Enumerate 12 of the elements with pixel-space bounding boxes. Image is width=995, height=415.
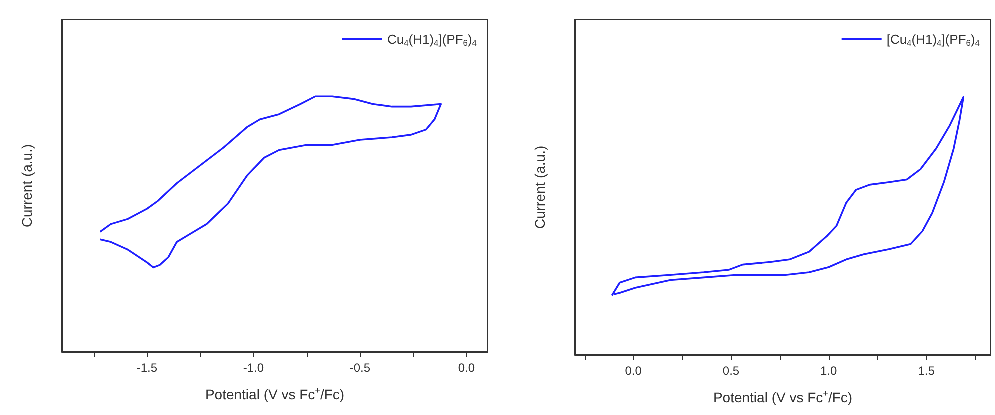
x-tick-label: 1.0 [820,364,838,378]
x-tick-label: -1.5 [136,361,158,375]
x-tick-label: 1.5 [918,364,936,378]
x-axis-title: Potential (V vs Fc+/Fc) [205,386,345,402]
x-tick-label: 0.0 [625,364,642,378]
x-tick-label: 0.5 [722,364,740,378]
x-tick-label: -0.5 [350,361,371,375]
x-axis-title: Potential (V vs Fc+/Fc) [713,388,853,406]
y-axis-title: Current (a.u.) [532,146,548,230]
x-tick-label: 0.0 [458,361,476,375]
y-axis-title: Current (a.u.) [19,144,35,228]
x-tick-label: -1.0 [243,361,264,375]
